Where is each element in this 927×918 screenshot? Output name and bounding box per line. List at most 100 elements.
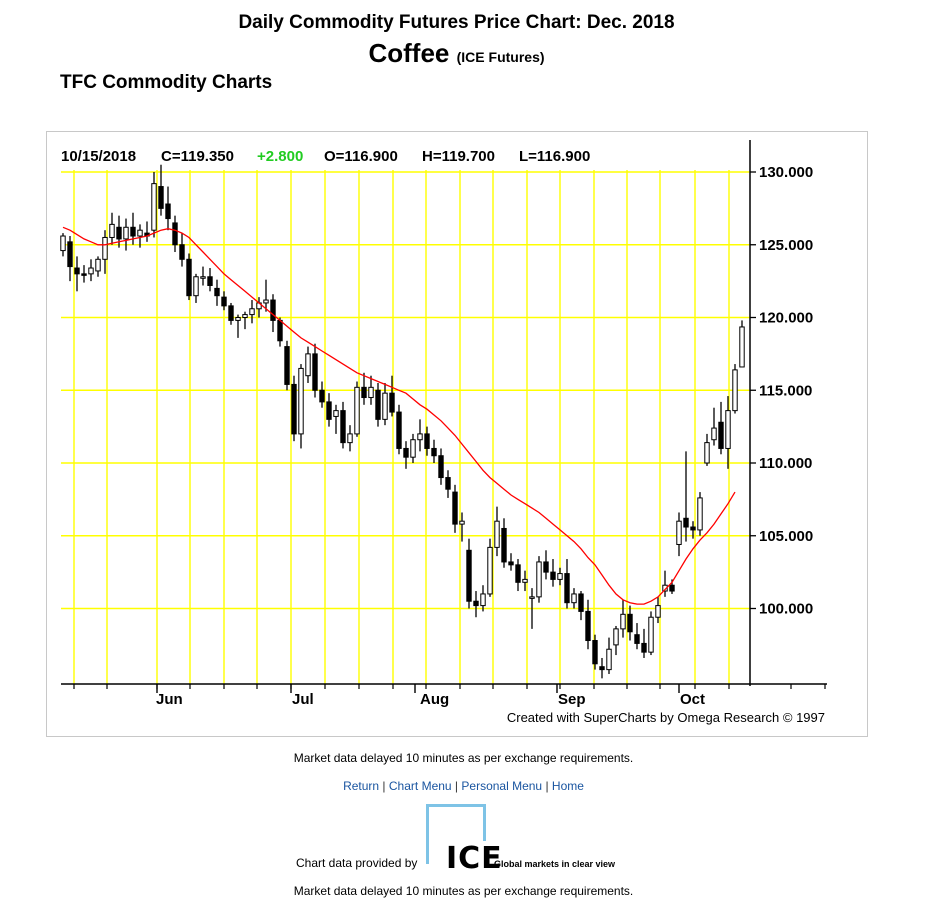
ice-logo[interactable]: ICE Global markets in clear view (426, 804, 646, 876)
candle (123, 218, 129, 251)
candle-up-body (368, 386, 374, 399)
candle (585, 599, 591, 650)
candle (186, 253, 192, 301)
candle-down-body (361, 386, 367, 399)
commodity-title: Coffee (ICE Futures) (0, 38, 913, 69)
separator: | (542, 779, 552, 793)
candle (333, 404, 339, 434)
candle-down-body (130, 226, 136, 237)
info-open: O=116.900 (324, 148, 398, 165)
candle-up-body (606, 648, 612, 671)
candle-up-body (263, 299, 269, 304)
candle-down-body (599, 666, 605, 671)
candle (319, 381, 325, 408)
ice-tagline: Global markets in clear view (494, 859, 616, 869)
delay-note-top: Market data delayed 10 minutes as per ex… (293, 751, 634, 765)
candle (235, 314, 241, 338)
candle-up-body (676, 520, 682, 545)
candle (67, 236, 73, 282)
candle-down-body (438, 455, 444, 479)
candle (662, 570, 668, 597)
candle-down-body (718, 421, 724, 449)
candle-down-body (445, 477, 451, 490)
candle (410, 433, 416, 463)
candle (221, 291, 227, 311)
info-low: L=116.900 (519, 148, 590, 165)
candle (459, 512, 465, 542)
candle-up-body (732, 369, 738, 412)
candle-up-body (725, 410, 731, 449)
candle (417, 419, 423, 452)
candle-up-body (557, 573, 563, 580)
candle-up-body (200, 276, 206, 279)
info-close: C=119.350 (161, 148, 234, 165)
chart-grid (61, 170, 750, 684)
candle (564, 559, 570, 609)
candle-down-body (67, 241, 73, 268)
candle-down-body (501, 527, 507, 563)
commodity-name: Coffee (368, 38, 450, 68)
candle-down-body (389, 392, 395, 413)
candle (165, 186, 171, 231)
info-line: 10/15/2018 C=119.350 +2.800 O=116.900 H=… (61, 148, 590, 165)
candle-up-body (487, 546, 493, 595)
candle (137, 224, 143, 248)
provided-by-label: Chart data provided by (296, 856, 418, 870)
candle-down-body (165, 203, 171, 220)
candle-up-body (522, 578, 528, 583)
y-tick-label: 110.000 (759, 455, 812, 472)
home-link[interactable]: Home (551, 779, 584, 793)
candle-up-body (536, 561, 542, 598)
candle (557, 567, 563, 586)
candle (508, 553, 514, 571)
candle (424, 426, 430, 456)
candle-down-body (312, 353, 318, 391)
candle-up-body (529, 596, 535, 599)
delay-note-bottom: Market data delayed 10 minutes as per ex… (293, 884, 634, 898)
chart-menu-link[interactable]: Chart Menu (388, 779, 452, 793)
info-high: H=119.700 (422, 148, 495, 165)
month-label: Aug (420, 691, 449, 708)
candle (648, 611, 654, 656)
candle (389, 375, 395, 417)
candle-up-body (613, 628, 619, 646)
month-label: Sep (558, 691, 586, 708)
candle-down-body (81, 273, 87, 276)
personal-menu-link[interactable]: Personal Menu (461, 779, 543, 793)
month-label: Jul (292, 691, 314, 708)
y-tick-label: 105.000 (759, 528, 813, 545)
candle-down-body (473, 600, 479, 607)
candle (522, 570, 528, 592)
candle (375, 382, 381, 427)
candle (116, 215, 122, 248)
candle (361, 372, 367, 405)
candle (739, 320, 745, 368)
candle-up-body (88, 267, 94, 275)
candle-up-body (60, 235, 66, 252)
candle (697, 492, 703, 536)
candle-down-body (116, 226, 122, 240)
candle (60, 233, 66, 257)
candle (725, 396, 731, 469)
candle-up-body (298, 367, 304, 435)
candle-up-body (242, 314, 248, 318)
candle-down-body (683, 517, 689, 528)
candle-up-body (347, 433, 353, 444)
candle-up-body (494, 520, 500, 548)
candle-down-body (326, 401, 332, 420)
candle-up-body (417, 433, 423, 441)
return-link[interactable]: Return (343, 779, 380, 793)
candle-up-body (235, 317, 241, 321)
candle-up-body (648, 616, 654, 653)
candle (396, 404, 402, 455)
candle-down-body (431, 447, 437, 457)
info-date: 10/15/2018 (61, 148, 136, 165)
candle-up-body (459, 520, 465, 525)
candle (487, 538, 493, 597)
candle-up-body (109, 223, 115, 238)
candle (445, 470, 451, 498)
candle (550, 559, 556, 587)
candle (620, 599, 626, 638)
candle (613, 625, 619, 656)
candle-down-body (690, 526, 696, 531)
